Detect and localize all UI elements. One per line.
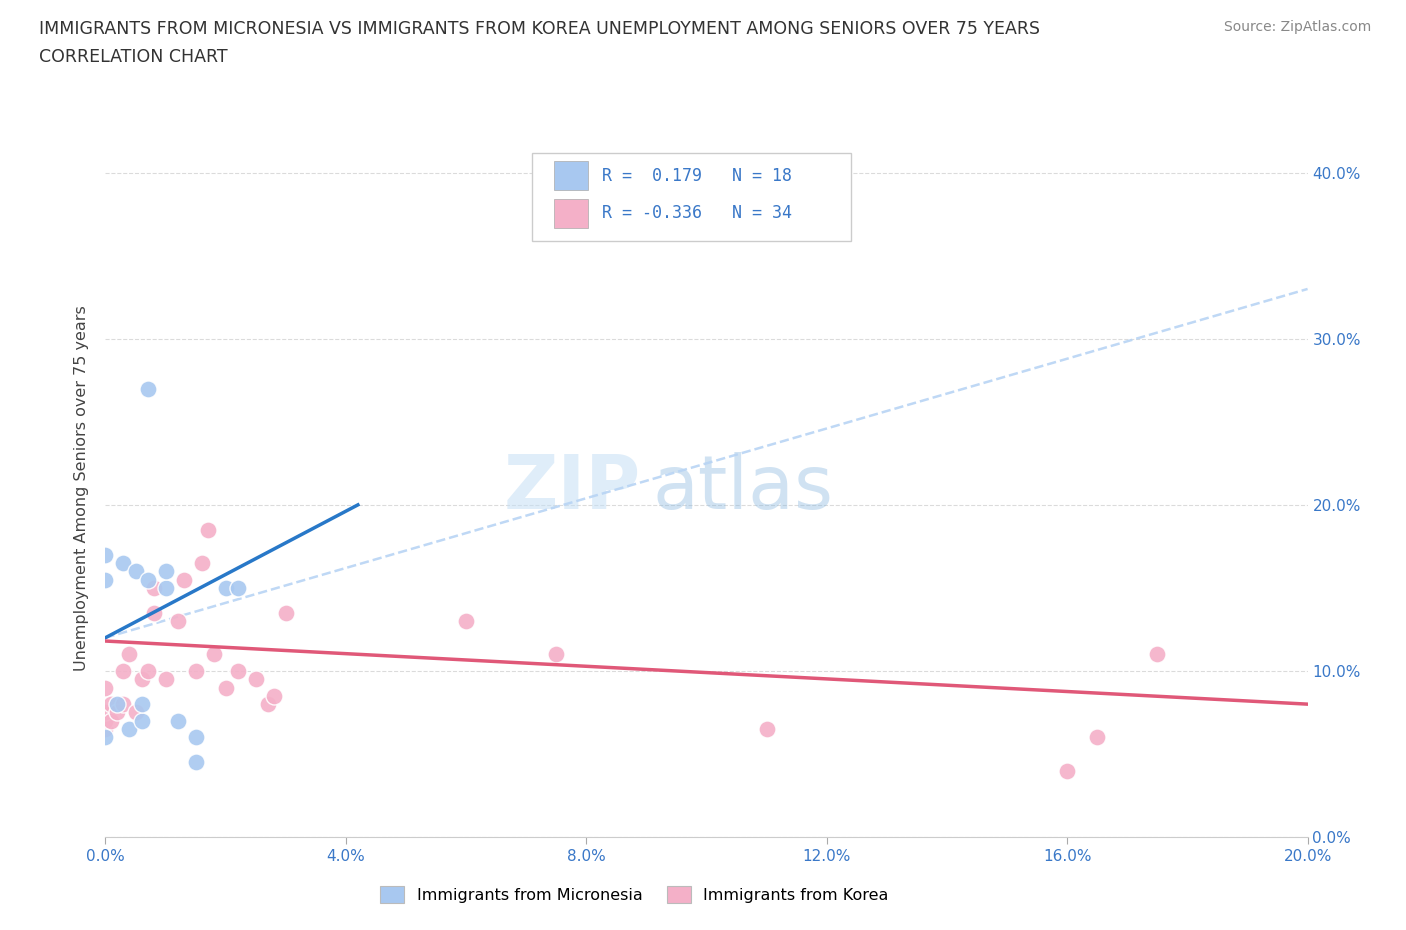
- Point: [142, 605, 165, 620]
- Text: CORRELATION CHART: CORRELATION CHART: [39, 48, 228, 66]
- Point: [454, 614, 477, 629]
- Point: [94, 722, 117, 737]
- Point: [226, 580, 249, 595]
- Point: [184, 755, 207, 770]
- Point: [94, 713, 117, 728]
- Point: [131, 713, 153, 728]
- FancyBboxPatch shape: [554, 199, 588, 228]
- Point: [155, 564, 177, 578]
- Point: [256, 697, 278, 711]
- Text: Source: ZipAtlas.com: Source: ZipAtlas.com: [1223, 20, 1371, 34]
- Text: R =  0.179   N = 18: R = 0.179 N = 18: [602, 166, 792, 185]
- Point: [197, 523, 219, 538]
- FancyBboxPatch shape: [554, 161, 588, 191]
- Text: R = -0.336   N = 34: R = -0.336 N = 34: [602, 205, 792, 222]
- Point: [118, 722, 141, 737]
- Point: [155, 580, 177, 595]
- Point: [107, 697, 129, 711]
- Point: [124, 705, 146, 720]
- Point: [94, 680, 117, 695]
- Point: [136, 572, 159, 587]
- Point: [94, 730, 117, 745]
- Point: [1146, 647, 1168, 662]
- Point: [226, 663, 249, 678]
- Point: [100, 697, 122, 711]
- Point: [184, 730, 207, 745]
- Point: [214, 680, 236, 695]
- Point: [214, 580, 236, 595]
- Point: [94, 547, 117, 562]
- Point: [124, 564, 146, 578]
- Point: [274, 605, 297, 620]
- Point: [202, 647, 225, 662]
- Point: [118, 647, 141, 662]
- Point: [136, 381, 159, 396]
- Point: [1056, 764, 1078, 778]
- Point: [546, 647, 568, 662]
- Y-axis label: Unemployment Among Seniors over 75 years: Unemployment Among Seniors over 75 years: [75, 305, 90, 671]
- Point: [184, 663, 207, 678]
- Text: ZIP: ZIP: [503, 452, 640, 525]
- Point: [245, 671, 267, 686]
- Point: [94, 572, 117, 587]
- Text: atlas: atlas: [652, 452, 834, 525]
- Point: [755, 722, 778, 737]
- Point: [112, 555, 135, 570]
- Point: [136, 663, 159, 678]
- Point: [131, 697, 153, 711]
- Point: [94, 705, 117, 720]
- Point: [166, 614, 188, 629]
- Point: [166, 713, 188, 728]
- Point: [190, 555, 212, 570]
- Point: [142, 580, 165, 595]
- Point: [1085, 730, 1108, 745]
- FancyBboxPatch shape: [533, 153, 851, 241]
- Legend: Immigrants from Micronesia, Immigrants from Korea: Immigrants from Micronesia, Immigrants f…: [374, 880, 896, 910]
- Point: [100, 713, 122, 728]
- Text: IMMIGRANTS FROM MICRONESIA VS IMMIGRANTS FROM KOREA UNEMPLOYMENT AMONG SENIORS O: IMMIGRANTS FROM MICRONESIA VS IMMIGRANTS…: [39, 20, 1040, 38]
- Point: [107, 705, 129, 720]
- Point: [131, 671, 153, 686]
- Point: [155, 671, 177, 686]
- Point: [112, 663, 135, 678]
- Point: [263, 688, 285, 703]
- Point: [173, 572, 195, 587]
- Point: [112, 697, 135, 711]
